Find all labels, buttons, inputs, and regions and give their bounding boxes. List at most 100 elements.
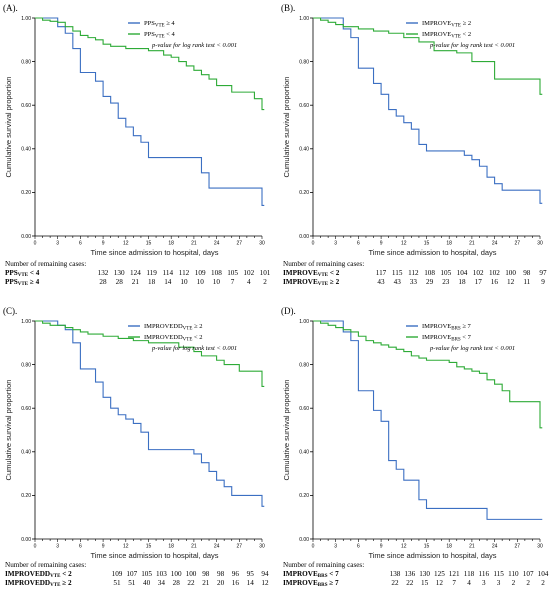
remaining-cases-value: 10 — [180, 278, 188, 286]
y-tick-label: 0.80 — [299, 362, 309, 368]
km-curve-low-risk — [35, 17, 265, 111]
remaining-cases-value: 33 — [409, 278, 417, 286]
y-tick-label: 1.00 — [299, 16, 309, 22]
remaining-cases-row: IMPROVEVTE ≥ 2 43 43 33 29 23 18 17 16 12 11 9 — [283, 278, 548, 287]
km-chart-d: (D). 0.00 0.20 0.40 0.60 0.80 1.00 0 3 6 9 12 15 18 21… — [281, 306, 543, 560]
remaining-cases-value: 4 — [247, 278, 251, 286]
remaining-cases-value: 3 — [482, 579, 486, 587]
panel-label: (D). — [281, 306, 296, 316]
remaining-cases-value: 130 — [419, 570, 430, 578]
remaining-cases-value: 9 — [541, 278, 545, 286]
remaining-cases-value: 105 — [141, 570, 152, 578]
y-axis-title: Cumulative survival proportion — [282, 77, 291, 178]
legend-label: IMPROVEDDVTE ≥ 2 — [144, 323, 202, 332]
y-tick-label: 1.00 — [21, 319, 31, 325]
remaining-cases-value: 18 — [148, 278, 156, 286]
remaining-cases-value: 20 — [217, 579, 225, 587]
remaining-cases-row-label: IMPROVEBRS < 7 — [283, 570, 339, 579]
remaining-cases-value: 107 — [126, 570, 138, 578]
remaining-cases-value: 17 — [474, 278, 482, 286]
remaining-cases-value: 132 — [97, 269, 109, 277]
remaining-cases-value: 136 — [404, 570, 416, 578]
x-tick-label: 27 — [515, 241, 521, 247]
remaining-cases-value: 11 — [523, 278, 531, 286]
remaining-cases-value: 28 — [115, 278, 123, 286]
remaining-cases-value: 16 — [231, 579, 239, 587]
remaining-cases-value: 7 — [230, 278, 235, 286]
x-tick-label: 12 — [401, 544, 407, 550]
remaining-cases-row-label: IMPROVEDDVTE ≥ 2 — [5, 579, 72, 588]
x-tick-label: 12 — [123, 241, 129, 247]
remaining-cases-d: Number of remaining cases: IMPROVEBRS < 7… — [283, 561, 548, 588]
x-tick-label: 6 — [357, 544, 360, 550]
remaining-cases-value: 2 — [541, 579, 545, 587]
remaining-cases-row: IMPROVEBRS ≥ 7 22 22 15 12 7 4 3 3 2 2 2 — [283, 579, 548, 588]
remaining-cases-a: Number of remaining cases: PPSVTE < 4 132 1… — [5, 260, 270, 287]
y-tick-label: 1.00 — [299, 319, 309, 325]
y-tick-label: 0.20 — [21, 190, 31, 196]
km-curve-high-risk — [35, 320, 265, 507]
remaining-cases-value: 100 — [505, 269, 516, 277]
remaining-cases-value: 10 — [212, 278, 220, 286]
remaining-cases-value: 14 — [164, 278, 172, 286]
remaining-cases-value: 12 — [261, 579, 269, 587]
remaining-cases-value: 108 — [211, 269, 222, 277]
remaining-cases-value: 108 — [424, 269, 435, 277]
remaining-cases-row-label: IMPROVEVTE ≥ 2 — [283, 278, 340, 287]
remaining-cases-value: 22 — [391, 579, 399, 587]
panel-c: (C). 0.00 0.20 0.40 0.60 0.80 1.00 0 3 6 9 12 15 18 21… — [0, 303, 270, 598]
panel-label: (B). — [281, 3, 295, 13]
x-tick-label: 27 — [515, 544, 521, 550]
x-tick-label: 24 — [214, 241, 220, 247]
x-tick-label: 12 — [401, 241, 407, 247]
y-axis-title: Cumulative survival proportion — [282, 380, 291, 481]
x-tick-label: 0 — [312, 544, 315, 550]
legend-label: IMPROVEBRS ≥ 7 — [422, 323, 472, 332]
x-tick-label: 15 — [424, 241, 430, 247]
remaining-cases-value: 130 — [113, 269, 125, 277]
x-tick-label: 3 — [56, 544, 59, 550]
x-tick-label: 21 — [469, 241, 475, 247]
y-tick-label: 0.80 — [21, 362, 31, 368]
km-curve-low-risk — [35, 320, 265, 387]
remaining-cases-value: 102 — [243, 269, 255, 277]
remaining-cases-value: 28 — [99, 278, 107, 286]
y-tick-label: 0.40 — [299, 147, 309, 153]
x-tick-label: 6 — [79, 544, 82, 550]
remaining-cases-value: 43 — [393, 278, 401, 286]
y-tick-label: 0.40 — [299, 450, 309, 456]
remaining-cases-value: 3 — [496, 579, 501, 587]
remaining-cases-value: 10 — [196, 278, 204, 286]
remaining-cases-value: 109 — [111, 570, 123, 578]
y-tick-label: 0.20 — [299, 190, 309, 196]
remaining-cases-value: 102 — [489, 269, 500, 277]
remaining-cases-value: 112 — [178, 269, 190, 277]
km-chart-c: (C). 0.00 0.20 0.40 0.60 0.80 1.00 0 3 6 9 12 15 18 21… — [3, 306, 265, 560]
remaining-cases-value: 95 — [246, 570, 254, 578]
x-tick-label: 0 — [34, 544, 37, 550]
y-tick-label: 0.00 — [21, 537, 31, 543]
remaining-cases-value: 23 — [442, 278, 450, 286]
km-curve-high-risk — [313, 17, 543, 204]
x-tick-label: 21 — [191, 544, 197, 550]
remaining-cases-value: 125 — [434, 570, 445, 578]
remaining-cases-row-label: IMPROVEBRS ≥ 7 — [283, 579, 339, 588]
y-tick-label: 0.00 — [21, 234, 31, 240]
remaining-cases-value: 2 — [263, 278, 267, 286]
remaining-cases-value: 94 — [261, 570, 269, 578]
remaining-cases-value: 105 — [440, 269, 452, 277]
remaining-cases-value: 98 — [217, 570, 225, 578]
x-tick-label: 24 — [492, 544, 498, 550]
remaining-cases-value: 110 — [508, 570, 519, 578]
km-curve-low-risk — [313, 320, 543, 429]
remaining-cases-value: 4 — [467, 579, 471, 587]
x-tick-label: 24 — [492, 241, 498, 247]
x-tick-label: 27 — [237, 544, 243, 550]
remaining-cases-value: 29 — [426, 278, 434, 286]
remaining-cases-value: 116 — [478, 570, 490, 578]
x-axis-title: Time since admission to hospital, days — [90, 551, 218, 560]
x-tick-label: 18 — [446, 241, 452, 247]
y-tick-label: 0.80 — [299, 59, 309, 65]
y-tick-label: 0.60 — [21, 103, 31, 109]
x-tick-label: 3 — [56, 241, 59, 247]
